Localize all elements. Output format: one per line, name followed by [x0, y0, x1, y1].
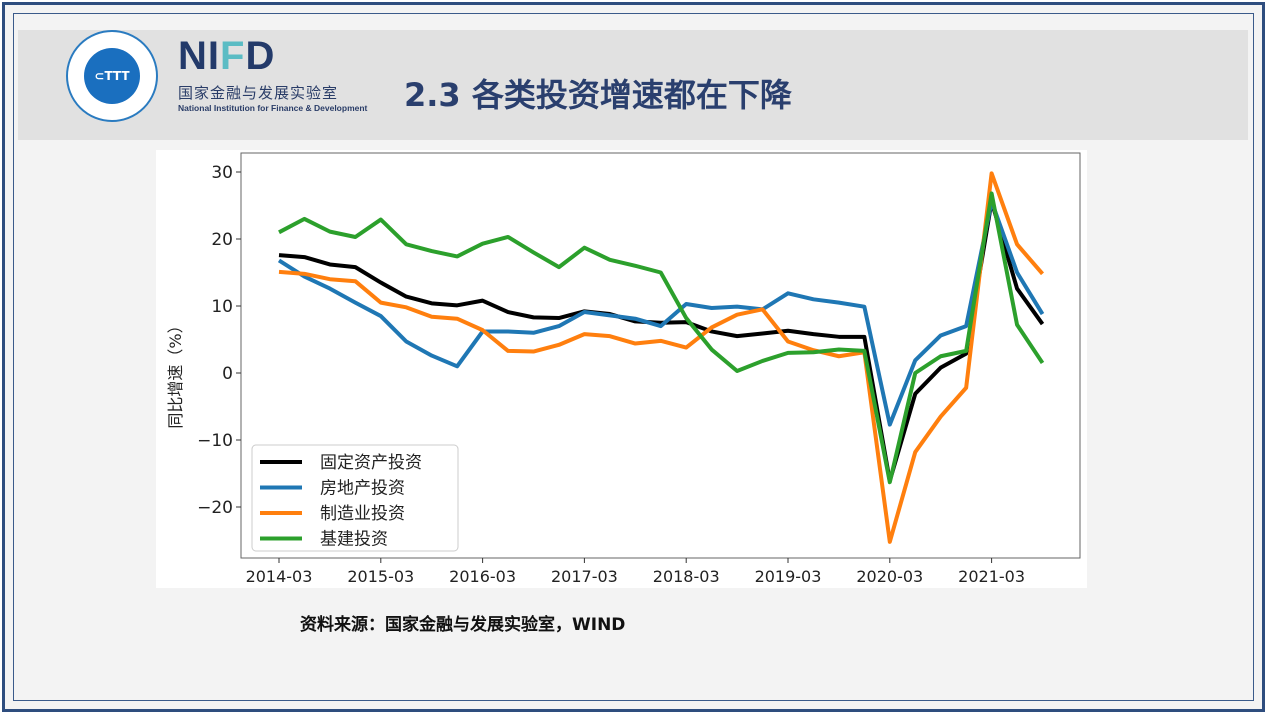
- y-tick-label: 10: [211, 297, 233, 317]
- series-3: [278, 191, 1045, 485]
- slide-header: [18, 30, 1248, 140]
- y-tick-label: 0: [222, 364, 233, 384]
- legend-label: 基建投资: [320, 530, 388, 550]
- series-2: [278, 171, 1045, 544]
- key-icon: ⊂TTT: [84, 48, 140, 104]
- china-top-think-tanks-seal: ⊂TTT: [66, 30, 158, 122]
- y-tick-label: 20: [211, 230, 233, 250]
- logo-cn: 国家金融与发展实验室: [178, 84, 339, 102]
- y-axis-label: 同比增速（%）: [166, 317, 185, 428]
- y-tick-label: −10: [197, 431, 233, 451]
- x-tick-label: 2019-03: [755, 567, 822, 586]
- x-tick-label: 2018-03: [653, 567, 720, 586]
- source-note: 资料来源：国家金融与发展实验室，WIND: [300, 615, 626, 635]
- x-tick-label: 2015-03: [347, 567, 414, 586]
- legend-label: 制造业投资: [320, 504, 405, 524]
- line-chart: 30 20 10 0 −10 −20 2014-03 2015-03 2016-03 2017-0…: [166, 152, 1081, 586]
- y-tick-label: 30: [211, 163, 233, 183]
- legend-box: [251, 444, 459, 552]
- legend-label: 固定资产投资: [320, 453, 422, 473]
- x-tick-label: 2017-03: [551, 567, 618, 586]
- slide-inner-border: [13, 13, 1254, 701]
- chart: 30 20 10 0 −10 −20 2014-03 2015-03 2016-03 2017-0…: [156, 150, 1087, 588]
- x-tick-label: 2021-03: [958, 567, 1025, 586]
- x-tick-label: 2020-03: [856, 567, 923, 586]
- slide-title: 2.3 各类投资增速都在下降: [404, 76, 792, 114]
- legend-label: 房地产投资: [320, 479, 405, 499]
- x-tick-label: 2016-03: [449, 567, 516, 586]
- x-tick-label: 2014-03: [246, 567, 313, 586]
- nifd-logo: NIFD: [178, 34, 276, 78]
- y-tick-label: −20: [197, 498, 233, 518]
- logo-en: National Institution for Finance & Devel…: [178, 103, 368, 113]
